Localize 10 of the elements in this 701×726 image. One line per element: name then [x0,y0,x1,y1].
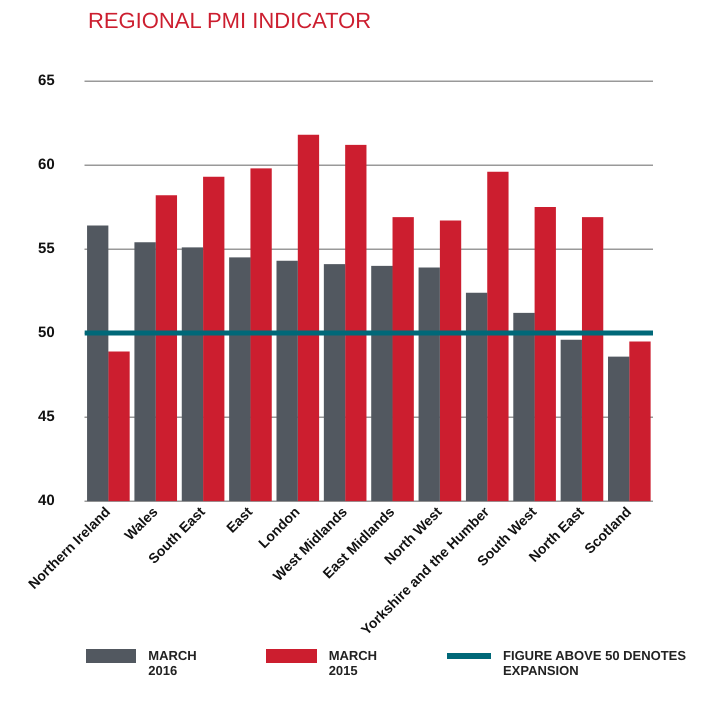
y-tick-label: 60 [38,156,55,174]
y-tick-label: 65 [38,72,55,90]
legend-label: FIGURE ABOVE 50 DENOTES EXPANSION [503,648,688,678]
legend-label: MARCH 2016 [148,648,198,678]
chart-title: REGIONAL PMI INDICATOR [88,8,372,34]
y-tick-label: 55 [38,240,55,258]
y-tick-label: 50 [38,324,55,342]
legend-label: MARCH 2015 [328,648,378,678]
y-tick-label: 40 [38,492,55,510]
y-tick-label: 45 [38,408,55,426]
